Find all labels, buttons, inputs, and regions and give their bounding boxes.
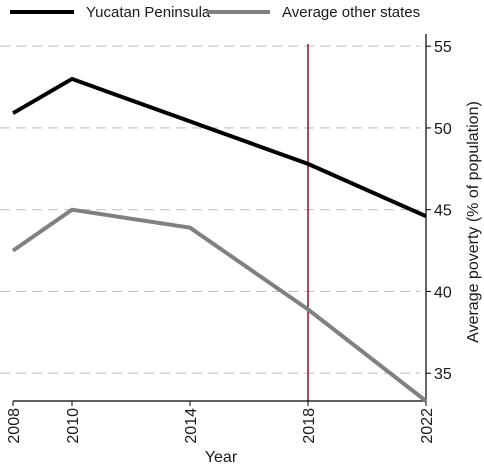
legend: Yucatan Peninsula Average other states bbox=[10, 4, 420, 21]
series-line-1 bbox=[11, 207, 428, 403]
y-tick-label-40: 40 bbox=[434, 284, 452, 301]
legend-label-1: Average other states bbox=[282, 4, 420, 21]
x-axis-title: Year bbox=[205, 449, 238, 466]
grid-lines bbox=[0, 45, 420, 374]
x-tick-label-2014: 2014 bbox=[183, 408, 200, 444]
y-tick-label-45: 45 bbox=[434, 203, 452, 220]
y-tick-label-50: 50 bbox=[434, 121, 452, 138]
axes bbox=[12, 34, 431, 406]
tick-labels: 35 40 45 50 55 2008 2010 2014 2018 2022 bbox=[6, 39, 452, 443]
x-tick-label-2010: 2010 bbox=[65, 408, 82, 444]
y-axis-title: Average poverty (% of population) bbox=[465, 101, 482, 343]
y-tick-label-35: 35 bbox=[434, 366, 452, 383]
x-tick-label-2008: 2008 bbox=[6, 408, 23, 444]
x-tick-label-2018: 2018 bbox=[301, 408, 318, 444]
x-tick-label-2022: 2022 bbox=[419, 408, 436, 444]
series-lines bbox=[11, 76, 428, 403]
series-line-0 bbox=[11, 76, 427, 219]
legend-label-0: Yucatan Peninsula bbox=[86, 4, 211, 21]
y-tick-label-55: 55 bbox=[434, 39, 452, 56]
